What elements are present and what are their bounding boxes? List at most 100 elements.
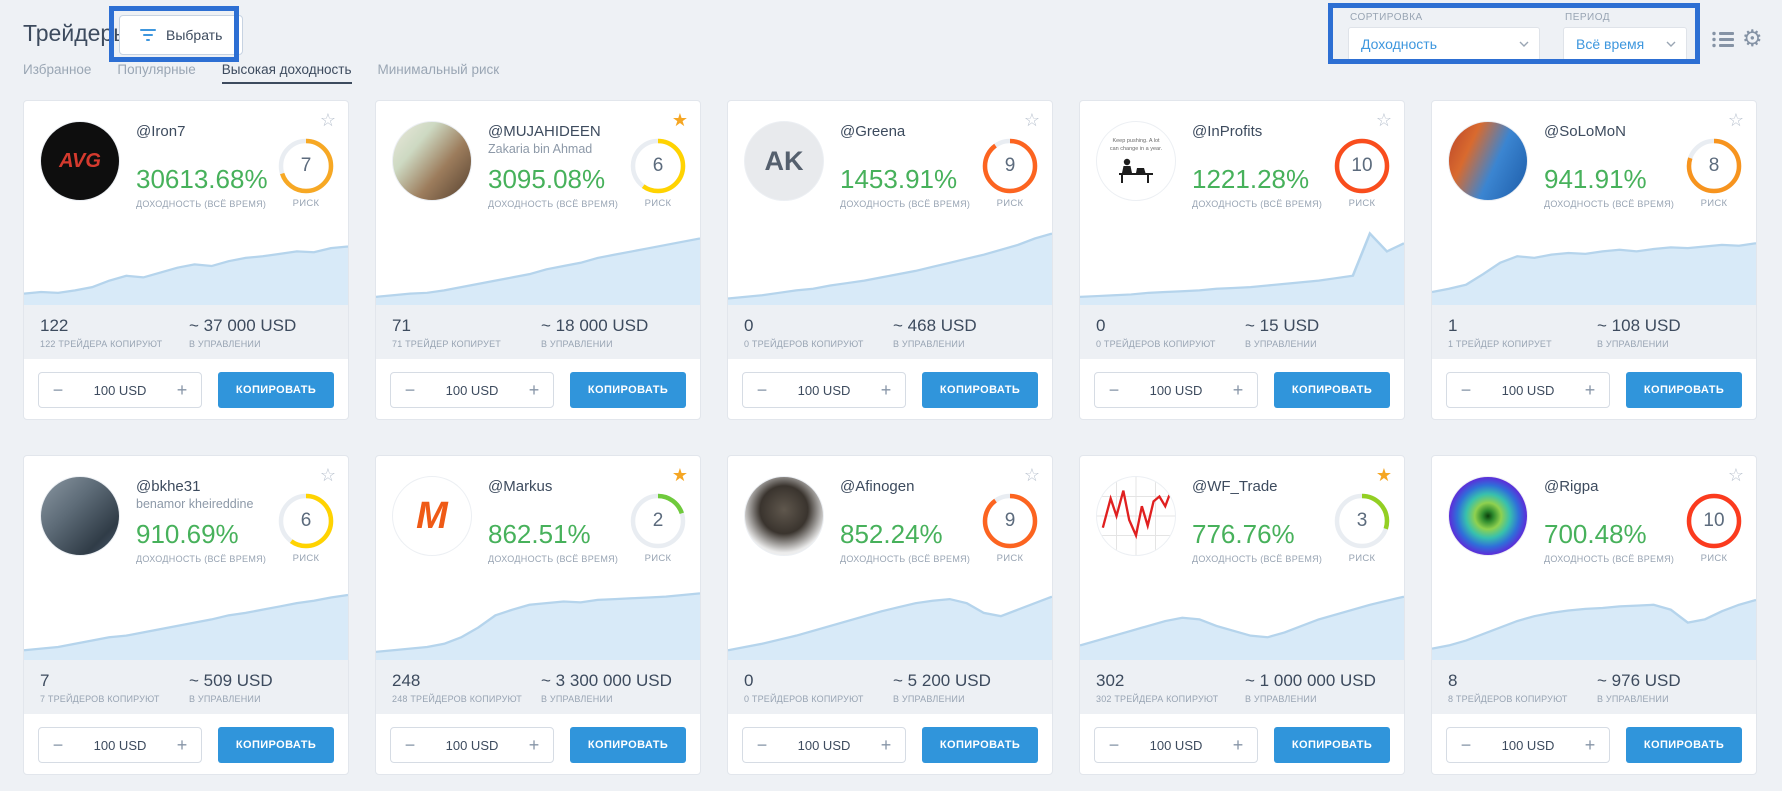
risk-value: 8 [1708, 155, 1720, 176]
period-dropdown[interactable]: Всё время [1563, 27, 1687, 61]
copy-trader-button[interactable]: КОПИРОВАТЬ [218, 372, 334, 408]
favorite-star-icon[interactable]: ☆ [1727, 110, 1744, 130]
decrease-amount-button[interactable]: − [52, 734, 64, 755]
trader-username[interactable]: @SoLoMoN [1544, 123, 1626, 140]
copy-trader-button[interactable]: КОПИРОВАТЬ [922, 727, 1038, 763]
decrease-amount-button[interactable]: − [52, 379, 64, 400]
amount-value[interactable]: 100 USD [1501, 737, 1555, 753]
copy-trader-button[interactable]: КОПИРОВАТЬ [1626, 372, 1742, 408]
increase-amount-button[interactable]: + [528, 734, 540, 755]
favorite-star-icon[interactable]: ★ [671, 465, 688, 485]
amount-value[interactable]: 100 USD [445, 737, 499, 753]
decrease-amount-button[interactable]: − [756, 734, 768, 755]
trader-username[interactable]: @Markus [488, 478, 553, 495]
copy-trader-button[interactable]: КОПИРОВАТЬ [922, 372, 1038, 408]
return-percent: 30613.68% [136, 164, 268, 194]
decrease-amount-button[interactable]: − [1460, 379, 1472, 400]
sort-label: СОРТИРОВКА [1350, 12, 1423, 23]
trader-avatar[interactable] [1096, 476, 1176, 556]
increase-amount-button[interactable]: + [1232, 734, 1244, 755]
trader-avatar[interactable] [40, 476, 120, 556]
increase-amount-button[interactable]: + [1584, 379, 1596, 400]
list-view-icon[interactable] [1712, 31, 1734, 53]
amount-value[interactable]: 100 USD [1149, 382, 1203, 398]
return-period-label: ДОХОДНОСТЬ (ВСЁ ВРЕМЯ) [488, 554, 619, 564]
trader-username[interactable]: @InProfits [1192, 123, 1263, 140]
trader-card: @Rigpa 700.48% ДОХОДНОСТЬ (ВСЁ ВРЕМЯ) 10… [1431, 455, 1757, 775]
sort-dropdown[interactable]: Доходность [1348, 27, 1540, 61]
increase-amount-button[interactable]: + [1584, 734, 1596, 755]
favorite-star-icon[interactable]: ☆ [1727, 465, 1744, 485]
copiers-stat: 302 302 ТРЕЙДЕРА КОПИРУЮТ [1080, 671, 1229, 704]
favorite-star-icon[interactable]: ☆ [319, 465, 336, 485]
avatar-desk-illustration [1119, 158, 1153, 183]
copy-trader-button[interactable]: КОПИРОВАТЬ [1626, 727, 1742, 763]
trader-subtitle [1192, 497, 1318, 517]
risk-ring-progress [982, 493, 1038, 549]
trader-username[interactable]: @Rigpa [1544, 478, 1599, 495]
tab-minimal-risk[interactable]: Минимальный риск [377, 62, 500, 77]
risk-ring-progress [1334, 493, 1390, 549]
risk-label: РИСК [644, 198, 672, 209]
increase-amount-button[interactable]: + [1232, 379, 1244, 400]
trader-avatar[interactable] [1448, 476, 1528, 556]
trader-username[interactable]: @Afinogen [840, 478, 915, 495]
favorite-star-icon[interactable]: ★ [1375, 465, 1392, 485]
trader-card-header: @Rigpa 700.48% ДОХОДНОСТЬ (ВСЁ ВРЕМЯ) 10… [1432, 456, 1756, 576]
increase-amount-button[interactable]: + [528, 379, 540, 400]
favorite-star-icon[interactable]: ★ [671, 110, 688, 130]
risk-value: 6 [300, 510, 312, 531]
aum-label: В УПРАВЛЕНИИ [541, 338, 613, 349]
amount-value[interactable]: 100 USD [1149, 737, 1203, 753]
favorite-star-icon[interactable]: ☆ [319, 110, 336, 130]
trader-avatar[interactable]: M [392, 476, 472, 556]
amount-value[interactable]: 100 USD [797, 382, 851, 398]
trader-username[interactable]: @bkhe31 [136, 478, 201, 495]
filter-icon [140, 29, 156, 41]
decrease-amount-button[interactable]: − [1108, 379, 1120, 400]
amount-value[interactable]: 100 USD [93, 382, 147, 398]
copiers-label: 7 ТРЕЙДЕРОВ КОПИРУЮТ [40, 693, 160, 704]
copy-trader-button[interactable]: КОПИРОВАТЬ [1274, 727, 1390, 763]
return-period-label: ДОХОДНОСТЬ (ВСЁ ВРЕМЯ) [1192, 199, 1323, 209]
amount-value[interactable]: 100 USD [1501, 382, 1555, 398]
amount-value[interactable]: 100 USD [445, 382, 499, 398]
trader-avatar[interactable]: AK [744, 121, 824, 201]
copy-trader-button[interactable]: КОПИРОВАТЬ [570, 727, 686, 763]
risk-indicator: 7 РИСК [276, 137, 336, 209]
trader-avatar[interactable] [392, 121, 472, 201]
sparkline-line [728, 595, 1052, 652]
copy-trader-button[interactable]: КОПИРОВАТЬ [570, 372, 686, 408]
trader-avatar[interactable]: Keep pushing. A lot can change in a year… [1096, 121, 1176, 201]
decrease-amount-button[interactable]: − [1460, 734, 1472, 755]
tab-high-return[interactable]: Высокая доходность [221, 62, 352, 84]
trader-username[interactable]: @MUJAHIDEEN [488, 123, 601, 140]
amount-value[interactable]: 100 USD [797, 737, 851, 753]
decrease-amount-button[interactable]: − [404, 734, 416, 755]
increase-amount-button[interactable]: + [880, 379, 892, 400]
trader-username[interactable]: @Greena [840, 123, 906, 140]
select-filter-button[interactable]: Выбрать [119, 15, 244, 55]
favorite-star-icon[interactable]: ☆ [1375, 110, 1392, 130]
trader-username[interactable]: @WF_Trade [1192, 478, 1278, 495]
period-value: Всё время [1576, 36, 1645, 52]
tab-popular[interactable]: Популярные [117, 62, 196, 77]
favorite-star-icon[interactable]: ☆ [1023, 465, 1040, 485]
favorite-star-icon[interactable]: ☆ [1023, 110, 1040, 130]
tab-favorites[interactable]: Избранное [23, 62, 92, 77]
decrease-amount-button[interactable]: − [756, 379, 768, 400]
trader-avatar[interactable] [744, 476, 824, 556]
copy-trader-button[interactable]: КОПИРОВАТЬ [1274, 372, 1390, 408]
trader-info: @Greena 1453.91% ДОХОДНОСТЬ (ВСЁ ВРЕМЯ) [840, 123, 970, 209]
trader-avatar[interactable]: AVG [40, 121, 120, 201]
decrease-amount-button[interactable]: − [404, 379, 416, 400]
trader-username[interactable]: @Iron7 [136, 123, 186, 140]
increase-amount-button[interactable]: + [176, 734, 188, 755]
trader-avatar[interactable] [1448, 121, 1528, 201]
gear-icon[interactable]: ⚙ [1742, 25, 1763, 51]
decrease-amount-button[interactable]: − [1108, 734, 1120, 755]
amount-value[interactable]: 100 USD [93, 737, 147, 753]
copy-trader-button[interactable]: КОПИРОВАТЬ [218, 727, 334, 763]
increase-amount-button[interactable]: + [880, 734, 892, 755]
increase-amount-button[interactable]: + [176, 379, 188, 400]
